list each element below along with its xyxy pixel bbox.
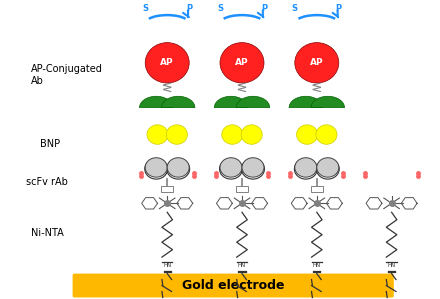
- Text: BNP: BNP: [40, 138, 60, 149]
- Wedge shape: [236, 96, 270, 108]
- Text: S: S: [292, 4, 298, 13]
- Wedge shape: [214, 96, 248, 108]
- Text: S: S: [217, 4, 223, 13]
- Text: HN: HN: [238, 263, 246, 268]
- Ellipse shape: [297, 125, 318, 144]
- FancyBboxPatch shape: [311, 186, 323, 192]
- Ellipse shape: [316, 125, 337, 144]
- Text: scFv rAb: scFv rAb: [26, 177, 68, 187]
- Ellipse shape: [317, 158, 339, 177]
- Text: Gold electrode: Gold electrode: [182, 279, 284, 292]
- Ellipse shape: [145, 43, 189, 83]
- Ellipse shape: [222, 125, 243, 144]
- Text: HN: HN: [163, 263, 171, 268]
- Ellipse shape: [147, 125, 168, 144]
- Ellipse shape: [220, 158, 242, 177]
- FancyBboxPatch shape: [161, 186, 173, 192]
- Ellipse shape: [220, 43, 264, 83]
- Text: P: P: [336, 4, 342, 13]
- Text: HN: HN: [388, 263, 396, 268]
- Text: AP: AP: [310, 58, 323, 67]
- Text: S: S: [142, 4, 148, 13]
- Wedge shape: [139, 96, 173, 108]
- Ellipse shape: [295, 43, 339, 83]
- Ellipse shape: [295, 158, 317, 177]
- Text: AP-Conjugated
Ab: AP-Conjugated Ab: [31, 64, 103, 86]
- Text: AP: AP: [161, 58, 174, 67]
- Text: P: P: [261, 4, 267, 13]
- Text: P: P: [186, 4, 192, 13]
- Ellipse shape: [242, 158, 264, 177]
- Ellipse shape: [241, 125, 262, 144]
- Wedge shape: [289, 96, 323, 108]
- FancyBboxPatch shape: [236, 186, 248, 192]
- Ellipse shape: [166, 125, 187, 144]
- Text: Ni-NTA: Ni-NTA: [31, 228, 63, 238]
- FancyBboxPatch shape: [73, 274, 394, 298]
- Text: HN: HN: [313, 263, 321, 268]
- Ellipse shape: [145, 158, 167, 177]
- Ellipse shape: [167, 158, 189, 177]
- Wedge shape: [161, 96, 195, 108]
- Text: AP: AP: [235, 58, 249, 67]
- Wedge shape: [311, 96, 345, 108]
